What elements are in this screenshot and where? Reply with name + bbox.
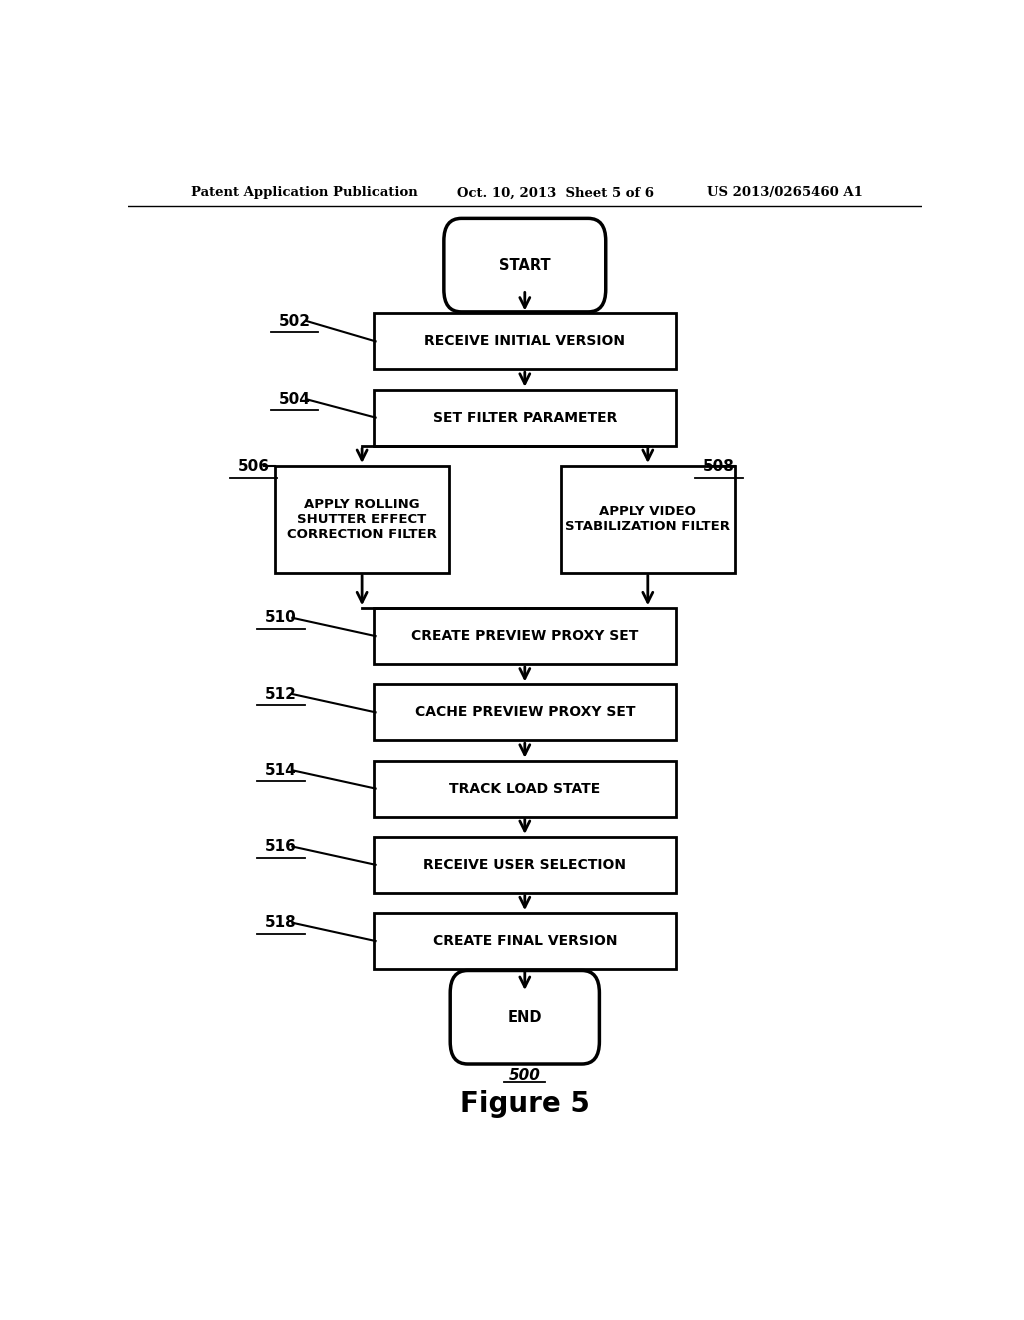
Text: CREATE PREVIEW PROXY SET: CREATE PREVIEW PROXY SET: [411, 630, 639, 643]
Text: US 2013/0265460 A1: US 2013/0265460 A1: [708, 186, 863, 199]
Text: Patent Application Publication: Patent Application Publication: [191, 186, 418, 199]
Text: RECEIVE INITIAL VERSION: RECEIVE INITIAL VERSION: [424, 334, 626, 348]
Text: 508: 508: [703, 459, 735, 474]
FancyBboxPatch shape: [451, 970, 599, 1064]
FancyBboxPatch shape: [374, 760, 676, 817]
Text: CACHE PREVIEW PROXY SET: CACHE PREVIEW PROXY SET: [415, 705, 635, 719]
Text: 504: 504: [279, 392, 310, 407]
Text: 518: 518: [265, 915, 297, 931]
Text: 512: 512: [265, 686, 297, 701]
FancyBboxPatch shape: [374, 609, 676, 664]
FancyBboxPatch shape: [374, 389, 676, 446]
Text: APPLY ROLLING
SHUTTER EFFECT
CORRECTION FILTER: APPLY ROLLING SHUTTER EFFECT CORRECTION …: [287, 498, 437, 541]
FancyBboxPatch shape: [374, 837, 676, 892]
Text: 516: 516: [265, 840, 297, 854]
Text: RECEIVE USER SELECTION: RECEIVE USER SELECTION: [423, 858, 627, 871]
FancyBboxPatch shape: [443, 218, 606, 312]
Text: CREATE FINAL VERSION: CREATE FINAL VERSION: [432, 935, 617, 948]
Text: Figure 5: Figure 5: [460, 1089, 590, 1118]
Text: END: END: [508, 1010, 542, 1024]
FancyBboxPatch shape: [274, 466, 450, 573]
Text: 514: 514: [265, 763, 297, 777]
Text: 500: 500: [509, 1068, 541, 1082]
FancyBboxPatch shape: [374, 913, 676, 969]
Text: START: START: [499, 257, 551, 273]
FancyBboxPatch shape: [560, 466, 735, 573]
FancyBboxPatch shape: [374, 313, 676, 370]
Text: 502: 502: [279, 314, 310, 329]
Text: SET FILTER PARAMETER: SET FILTER PARAMETER: [432, 411, 617, 425]
Text: TRACK LOAD STATE: TRACK LOAD STATE: [450, 781, 600, 796]
Text: Oct. 10, 2013  Sheet 5 of 6: Oct. 10, 2013 Sheet 5 of 6: [458, 186, 654, 199]
Text: 506: 506: [238, 459, 269, 474]
Text: APPLY VIDEO
STABILIZATION FILTER: APPLY VIDEO STABILIZATION FILTER: [565, 506, 730, 533]
FancyBboxPatch shape: [374, 684, 676, 741]
Text: 510: 510: [265, 610, 297, 626]
